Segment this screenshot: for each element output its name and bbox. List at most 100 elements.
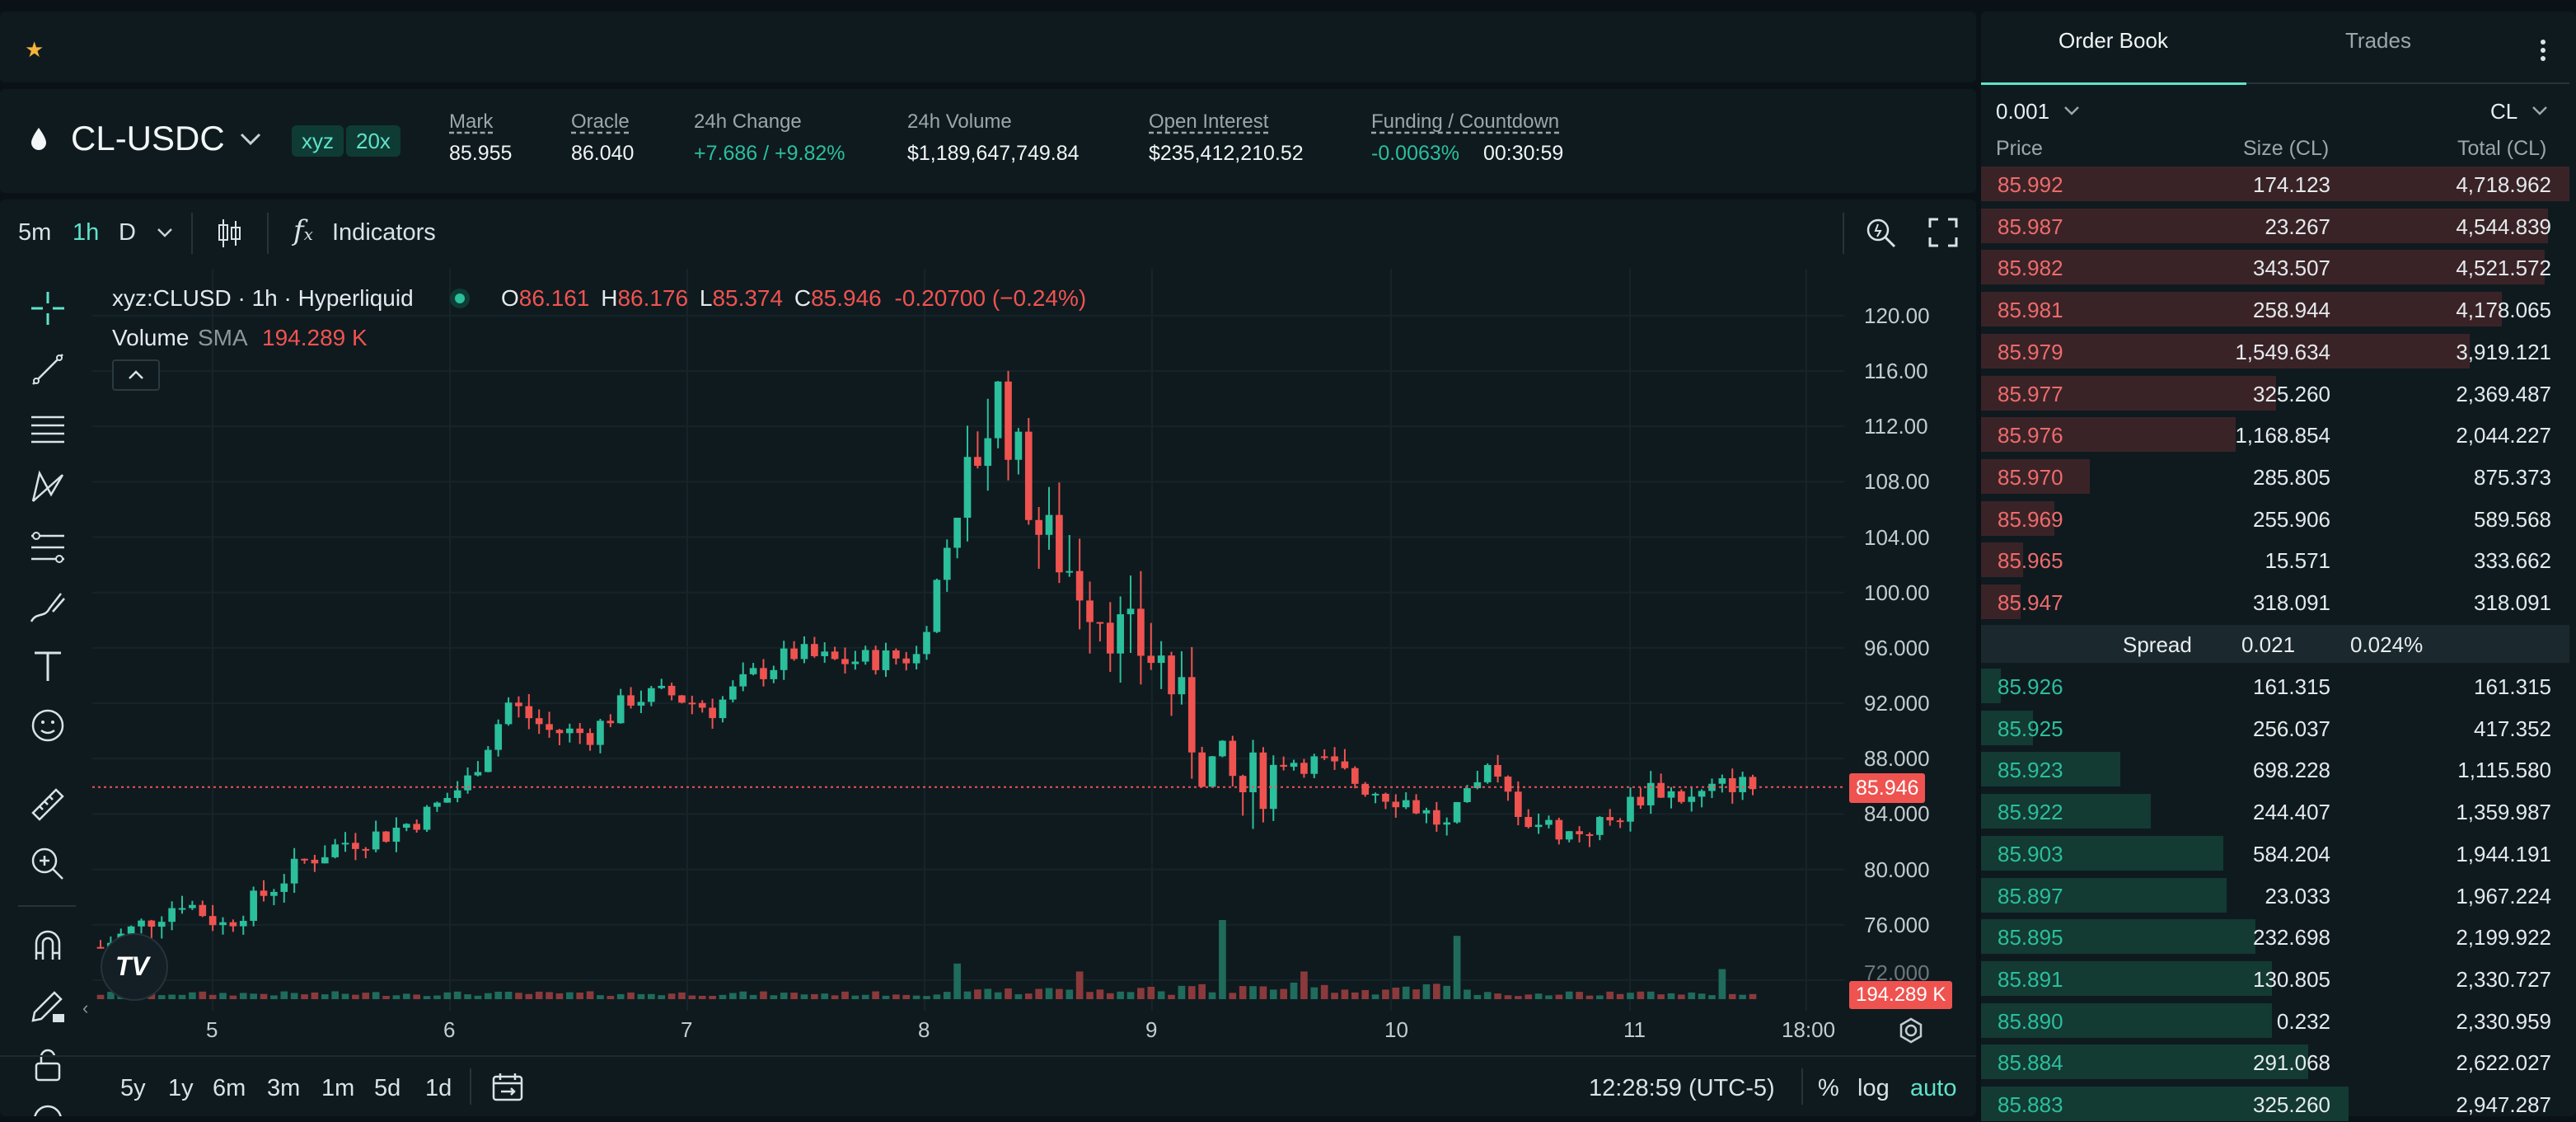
volume-bar — [648, 993, 655, 999]
row-total: 417.352 — [2474, 716, 2551, 741]
ask-row[interactable]: 85.981 258.944 4,178.065 — [1981, 291, 2569, 327]
candles-icon[interactable] — [216, 218, 242, 249]
unit-select[interactable]: CL — [2490, 99, 2518, 124]
candle-body — [1168, 655, 1175, 695]
bid-row[interactable]: 85.895 232.698 2,199.922 — [1981, 918, 2569, 955]
range-5y[interactable]: 5y — [120, 1075, 146, 1101]
candle-body — [372, 831, 380, 850]
bid-row[interactable]: 85.890 0.232 2,330.959 — [1981, 1002, 2569, 1039]
row-total: 1,967.224 — [2456, 883, 2551, 908]
range-1y[interactable]: 1y — [168, 1075, 194, 1101]
ask-row[interactable]: 85.976 1,168.854 2,044.227 — [1981, 416, 2569, 453]
ask-row[interactable]: 85.987 23.267 4,544.839 — [1981, 208, 2569, 244]
ask-row[interactable]: 85.992 174.123 4,718.962 — [1981, 166, 2569, 202]
percent-scale-toggle[interactable]: % — [1818, 1075, 1839, 1101]
range-1m[interactable]: 1m — [321, 1075, 355, 1101]
ruler-icon[interactable] — [28, 785, 68, 824]
zoom-in-icon[interactable] — [28, 844, 68, 884]
range-5d[interactable]: 5d — [374, 1075, 401, 1101]
candle-body — [199, 904, 207, 917]
bid-row[interactable]: 85.884 291.068 2,622.027 — [1981, 1044, 2569, 1080]
eye-icon[interactable] — [28, 1100, 68, 1116]
bid-row[interactable]: 85.903 584.204 1,944.191 — [1981, 835, 2569, 871]
candle-body — [1290, 763, 1298, 768]
star-icon[interactable]: ★ — [25, 37, 44, 62]
ask-row[interactable]: 85.965 15.571 333.662 — [1981, 542, 2569, 578]
volume-bar — [1137, 988, 1145, 999]
row-total: 589.568 — [2474, 506, 2551, 532]
volume-bar — [1616, 993, 1624, 999]
pencil-lock-icon[interactable] — [28, 986, 68, 1026]
market-pair[interactable]: CL-USDC — [71, 119, 225, 157]
chevron-down-icon[interactable] — [2532, 106, 2548, 117]
fib-levels-icon[interactable] — [28, 528, 68, 567]
legend-sma-label: SMA — [198, 325, 248, 350]
interval-dropdown-icon[interactable] — [157, 228, 173, 239]
ask-row[interactable]: 85.979 1,549.634 3,919.121 — [1981, 333, 2569, 369]
volume-bar — [658, 995, 666, 999]
bid-row[interactable]: 85.883 325.260 2,947.287 — [1981, 1086, 2569, 1122]
ask-row[interactable]: 85.969 255.906 589.568 — [1981, 500, 2569, 537]
volume-bar — [1402, 986, 1410, 999]
bid-row[interactable]: 85.925 256.037 417.352 — [1981, 710, 2569, 746]
price-axis-label: 96.000 — [1864, 635, 1930, 660]
brush-icon[interactable] — [28, 587, 68, 627]
bid-row[interactable]: 85.926 161.315 161.315 — [1981, 668, 2569, 704]
bid-row[interactable]: 85.891 130.805 2,330.727 — [1981, 960, 2569, 997]
collapse-legend-button[interactable] — [112, 359, 160, 391]
bid-row[interactable]: 85.922 244.407 1,359.987 — [1981, 793, 2569, 829]
bid-row[interactable]: 85.897 23.033 1,967.224 — [1981, 877, 2569, 913]
ask-row[interactable]: 85.977 325.260 2,369.487 — [1981, 375, 2569, 411]
tab-order-book[interactable]: Order Book — [2058, 28, 2168, 53]
more-options-icon[interactable] — [2538, 38, 2548, 63]
interval-1h[interactable]: 1h — [73, 219, 100, 246]
chevron-down-icon[interactable] — [2063, 106, 2080, 117]
fullscreen-icon[interactable] — [1928, 218, 1958, 247]
price-chart[interactable] — [92, 269, 1856, 1011]
stat-value-funding: -0.0063% — [1371, 142, 1460, 165]
row-price: 85.891 — [1998, 966, 2063, 992]
tick-size-select[interactable]: 0.001 — [1996, 99, 2050, 124]
stat-label-funding: Funding / Countdown — [1371, 110, 1560, 133]
date-range-icon[interactable] — [491, 1072, 524, 1101]
interval-5m[interactable]: 5m — [18, 219, 52, 246]
ask-row[interactable]: 85.970 285.805 875.373 — [1981, 458, 2569, 495]
candle-body — [1229, 740, 1237, 777]
range-6m[interactable]: 6m — [213, 1075, 246, 1101]
candle-body — [1259, 752, 1267, 810]
emoji-icon[interactable] — [28, 706, 68, 745]
ask-row[interactable]: 85.982 343.507 4,521.572 — [1981, 249, 2569, 285]
interval-d[interactable]: D — [119, 219, 136, 246]
volume-bar — [1576, 992, 1583, 999]
magnet-icon[interactable] — [28, 927, 68, 966]
volume-bar — [219, 993, 227, 999]
scroll-left-icon[interactable]: ‹ — [82, 998, 89, 1018]
tradingview-logo[interactable]: TV — [101, 933, 168, 1001]
tab-trades[interactable]: Trades — [2345, 28, 2411, 53]
volume-bar — [168, 994, 176, 999]
text-tool-icon[interactable] — [28, 646, 68, 686]
log-scale-toggle[interactable]: log — [1857, 1075, 1890, 1101]
ask-row[interactable]: 85.947 318.091 318.091 — [1981, 584, 2569, 620]
bid-row[interactable]: 85.923 698.228 1,115.580 — [1981, 751, 2569, 787]
pattern-icon[interactable] — [28, 467, 68, 506]
auto-scale-toggle[interactable]: auto — [1910, 1075, 1957, 1101]
lock-icon[interactable] — [28, 1045, 68, 1085]
candle-body — [597, 721, 604, 745]
volume-bar — [760, 991, 767, 999]
chart-clock[interactable]: 12:28:59 (UTC-5) — [1589, 1075, 1775, 1101]
crosshair-icon[interactable] — [28, 289, 68, 328]
chevron-down-icon[interactable] — [239, 132, 262, 147]
trend-line-icon[interactable] — [28, 350, 68, 389]
candle-body — [1382, 793, 1389, 802]
depth-bar — [1981, 292, 2502, 327]
horizontal-lines-icon[interactable] — [28, 409, 68, 448]
indicators-button[interactable]: Indicators — [332, 219, 436, 246]
candle-body — [423, 806, 431, 830]
quick-search-icon[interactable] — [1864, 216, 1897, 249]
candle-body — [1219, 740, 1226, 757]
fx-icon[interactable]: fx — [293, 214, 313, 247]
range-1d[interactable]: 1d — [425, 1075, 452, 1101]
chart-settings-icon[interactable] — [1898, 1017, 1924, 1044]
range-3m[interactable]: 3m — [267, 1075, 301, 1101]
